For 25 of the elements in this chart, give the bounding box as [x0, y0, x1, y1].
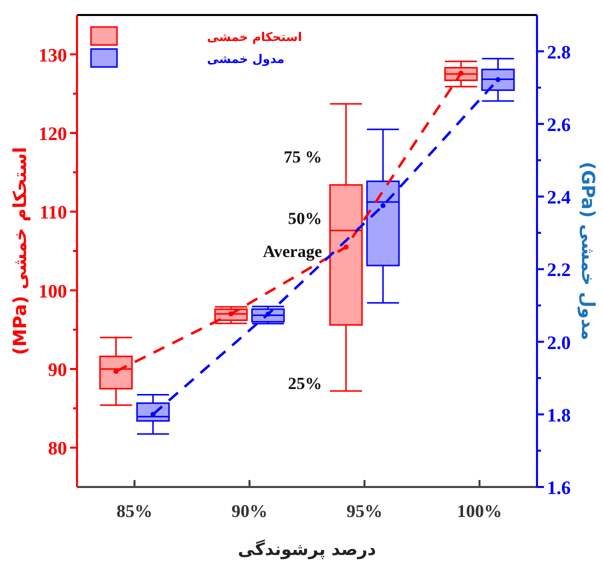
- y2-tick-label: 2.8: [547, 42, 571, 64]
- x-tick-label: 95%: [346, 501, 382, 521]
- y-tick-label: 130: [38, 45, 67, 66]
- y2-tick-label: 2.6: [547, 114, 571, 136]
- y2-tick-label: 1.8: [547, 405, 571, 426]
- annotation: 50%: [288, 208, 322, 228]
- y-tick-label: 100: [38, 281, 67, 302]
- y-axis-title: استحکام خمشی (MPa): [10, 147, 31, 355]
- annotation: Average: [262, 242, 322, 261]
- legend: استحکام خمشی مدول خمشی: [90, 26, 302, 68]
- y-tick-label: 110: [40, 202, 67, 224]
- y2-tick-label: 1.6: [547, 478, 571, 499]
- annotation: 75 %: [284, 148, 322, 167]
- x-tick-label: 100%: [457, 501, 502, 521]
- y2-tick-label: 2.2: [547, 260, 571, 282]
- x-axis-title: درصد پرشوندگی: [238, 539, 376, 560]
- x-tick-label: 85%: [116, 501, 152, 521]
- y-tick-label: 120: [38, 124, 67, 145]
- y2-axis-title: مدول خمشی (GPa): [577, 162, 598, 340]
- x-tick-label: 90%: [232, 501, 268, 521]
- y-tick-label: 80: [48, 438, 67, 460]
- y2-tick-label: 2.4: [547, 188, 572, 209]
- annotation: 25%: [288, 374, 322, 394]
- y-tick-label: 90: [48, 360, 67, 381]
- y2-tick-label: 2.0: [547, 332, 571, 354]
